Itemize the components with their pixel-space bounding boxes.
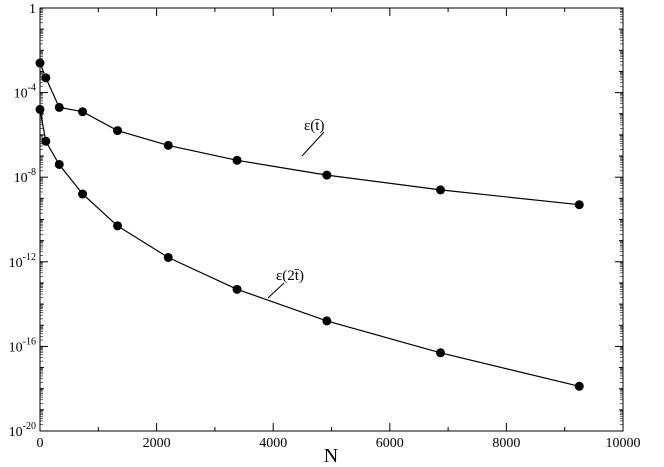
- data-point: [163, 140, 173, 150]
- data-point: [163, 252, 173, 262]
- x-tick-label: 6000: [376, 436, 404, 451]
- data-point: [113, 221, 123, 231]
- x-tick-label: 8000: [492, 436, 520, 451]
- data-point: [113, 126, 123, 136]
- data-point: [232, 284, 242, 294]
- data-point: [41, 73, 51, 83]
- y-tick-label: 10-16: [9, 336, 36, 355]
- x-tick-label: 4000: [259, 436, 287, 451]
- annotation-series-1: ε(t̄): [304, 118, 324, 134]
- x-tick-label: 0: [37, 436, 44, 451]
- data-point: [78, 107, 88, 117]
- data-point: [436, 185, 446, 195]
- y-tick-label: 10-4: [14, 83, 36, 102]
- series-line-2: [39, 109, 580, 387]
- annotation-leader-1: [301, 131, 325, 157]
- y-tick-label: 10-8: [14, 167, 36, 186]
- data-point: [35, 58, 45, 68]
- data-point: [574, 200, 584, 210]
- data-point: [322, 316, 332, 326]
- plot-frame: [39, 7, 624, 432]
- series-layer: [35, 58, 584, 391]
- data-point: [78, 189, 88, 199]
- annotation-series-2: ε(2t̄): [276, 268, 304, 284]
- data-point: [436, 348, 446, 358]
- y-tick-label: 10-12: [9, 252, 36, 271]
- x-axis-title: N: [324, 445, 338, 467]
- data-point: [574, 381, 584, 391]
- x-tick-label: 2000: [143, 436, 171, 451]
- data-point: [35, 104, 45, 114]
- x-tick-label: 10000: [606, 436, 641, 451]
- tick-labels: 0 2000 4000 6000 8000 10000 1 10-4 10-8 10-12 10-1…: [9, 2, 641, 451]
- data-point: [54, 102, 64, 112]
- data-point: [54, 159, 64, 169]
- y-tick-label: 1: [29, 2, 36, 17]
- annotation-leader-2: [267, 282, 285, 299]
- series-line-1: [39, 62, 580, 206]
- y-tick-label: 10-20: [9, 421, 36, 440]
- data-point: [322, 170, 332, 180]
- axis-ticks: [39, 7, 624, 432]
- data-point: [232, 155, 242, 165]
- data-point: [41, 136, 51, 146]
